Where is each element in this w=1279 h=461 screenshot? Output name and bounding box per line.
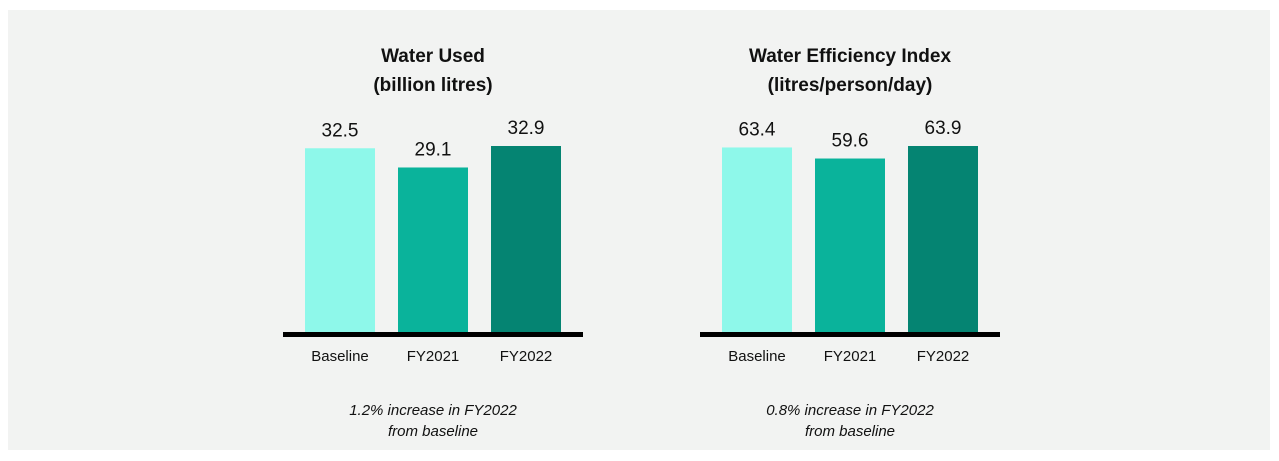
bar <box>491 146 561 332</box>
value-label: 29.1 <box>415 139 452 160</box>
value-label: 63.4 <box>739 119 776 140</box>
x-tick-label: Baseline <box>311 348 369 365</box>
bar <box>908 146 978 332</box>
chart-subtitle: (litres/person/day) <box>768 75 933 96</box>
value-label: 32.9 <box>508 118 545 139</box>
value-label: 59.6 <box>832 131 869 152</box>
panel <box>8 10 1270 450</box>
x-tick-label: FY2022 <box>917 348 970 365</box>
annotation: 0.8% increase in FY2022 <box>766 402 934 419</box>
value-label: 32.5 <box>322 120 359 141</box>
x-tick-label: FY2022 <box>500 348 553 365</box>
x-tick-label: Baseline <box>728 348 786 365</box>
x-tick-label: FY2021 <box>407 348 460 365</box>
chart-subtitle: (billion litres) <box>373 75 492 96</box>
x-tick-label: FY2021 <box>824 348 877 365</box>
bar <box>305 148 375 332</box>
baseline <box>700 332 1000 337</box>
bar <box>722 147 792 332</box>
chart-title: Water Efficiency Index <box>749 46 951 67</box>
value-label: 63.9 <box>925 118 962 139</box>
bar <box>398 167 468 332</box>
baseline <box>283 332 583 337</box>
annotation: 1.2% increase in FY2022 <box>349 402 517 419</box>
annotation: from baseline <box>805 423 895 440</box>
bar <box>815 158 885 332</box>
chart-title: Water Used <box>381 46 485 67</box>
annotation: from baseline <box>388 423 478 440</box>
